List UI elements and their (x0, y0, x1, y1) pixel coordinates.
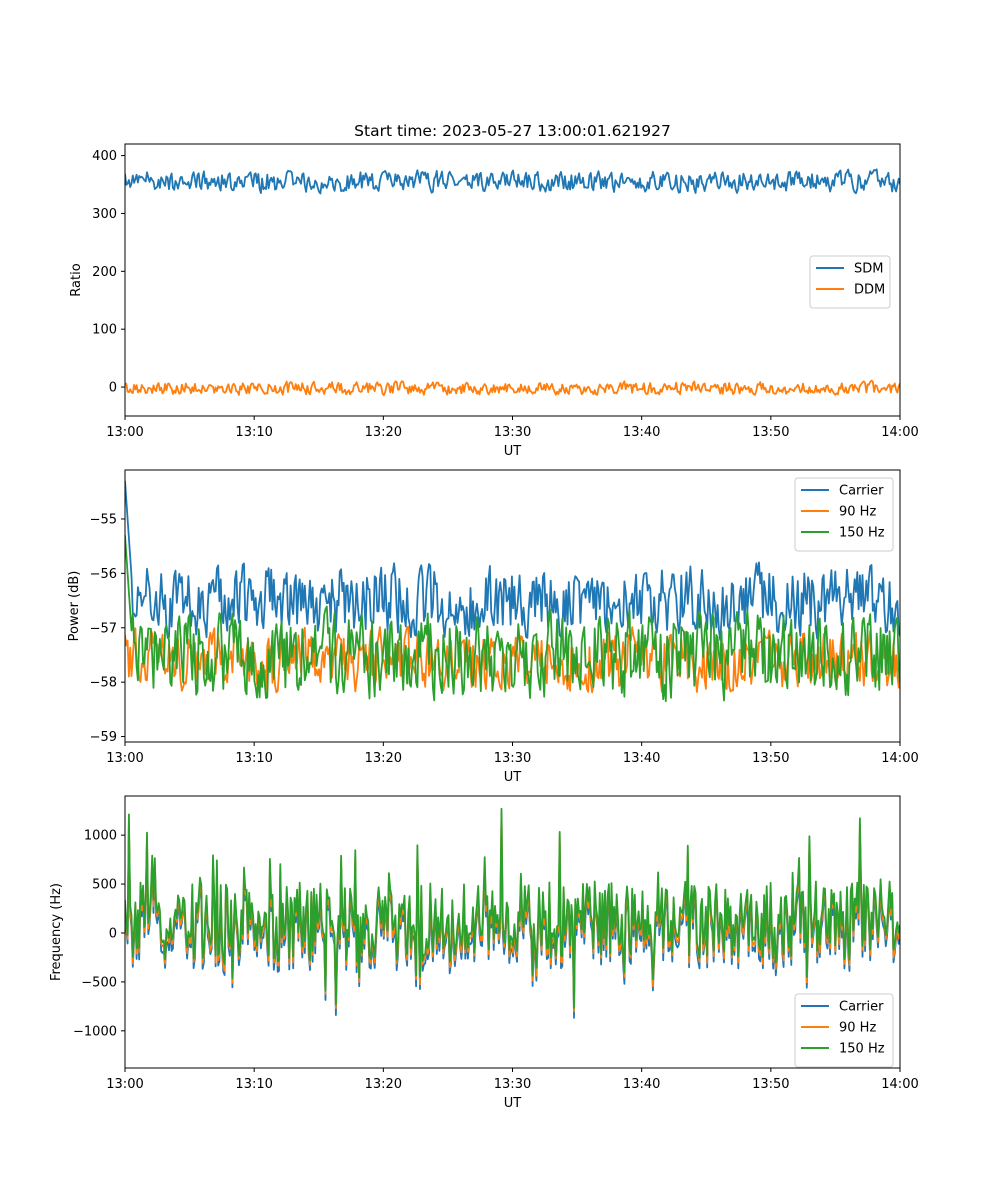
x-tick-label: 13:00 (106, 751, 143, 766)
x-tick-label: 13:00 (106, 425, 143, 440)
legend-label-150-hz: 150 Hz (839, 1042, 885, 1057)
x-tick-label: 13:20 (365, 1077, 402, 1092)
legend-label-150-hz: 150 Hz (839, 526, 885, 541)
y-tick-label: −57 (90, 621, 117, 636)
series-group (125, 807, 900, 1019)
y-tick-label: 1000 (84, 829, 117, 844)
y-tick-label: 500 (92, 878, 117, 893)
y-tick-label: 400 (92, 149, 117, 164)
x-tick-label: 13:50 (752, 751, 789, 766)
x-axis-label: UT (504, 1096, 522, 1111)
series-line-carrier (125, 480, 900, 641)
y-tick-label: 100 (92, 323, 117, 338)
series-line-ddm (125, 379, 900, 397)
legend: SDM DDM (809, 255, 891, 309)
panel-1: 13:00 13:10 13:20 13:30 13:40 13:50 14:00 UT 0 10… (69, 143, 919, 459)
y-tick-label: −59 (90, 730, 117, 745)
series-line-150-hz (125, 535, 900, 703)
panel-3: 13:00 13:10 13:20 13:30 13:40 13:50 14:00 UT 100… (49, 795, 919, 1111)
x-tick-label: 13:20 (365, 425, 402, 440)
y-tick-label: −58 (90, 676, 117, 691)
y-tick-label: 0 (109, 381, 117, 396)
x-tick-label: 13:20 (365, 751, 402, 766)
y-tick-label: −56 (90, 567, 117, 582)
series-line-150-hz (125, 807, 900, 1009)
legend-label-ddm: DDM (854, 283, 885, 298)
series-group (125, 168, 900, 397)
y-axis-label: Frequency (Hz) (49, 883, 64, 981)
y-tick-label: 300 (92, 207, 117, 222)
x-tick-label: 13:30 (494, 425, 531, 440)
x-tick-label: 13:10 (235, 425, 272, 440)
x-tick-label: 13:30 (494, 1077, 531, 1092)
series-group (125, 480, 900, 703)
x-tick-label: 14:00 (881, 425, 918, 440)
legend-label-90-hz: 90 Hz (839, 1021, 876, 1036)
y-axis-label: Ratio (69, 263, 84, 296)
y-tick-label: 200 (92, 265, 117, 280)
y-axis-label: Power (dB) (67, 571, 82, 642)
x-tick-label: 13:40 (623, 425, 660, 440)
legend: Carrier 90 Hz 150 Hz (794, 477, 894, 552)
legend: Carrier 90 Hz 150 Hz (794, 993, 894, 1068)
x-tick-label: 13:00 (106, 1077, 143, 1092)
x-tick-label: 14:00 (881, 751, 918, 766)
panel-2: 13:00 13:10 13:20 13:30 13:40 13:50 14:00 UT −55… (67, 469, 919, 785)
series-line-sdm (125, 168, 900, 195)
y-tick-label: −500 (81, 975, 117, 990)
x-tick-label: 14:00 (881, 1077, 918, 1092)
x-tick-label: 13:40 (623, 1077, 660, 1092)
legend-label-sdm: SDM (854, 262, 883, 277)
panels: 13:00 13:10 13:20 13:30 13:40 13:50 14:00 UT 0 10… (49, 143, 919, 1111)
legend-label-carrier: Carrier (839, 1000, 884, 1015)
x-tick-label: 13:30 (494, 751, 531, 766)
legend-label-90-hz: 90 Hz (839, 505, 876, 520)
x-tick-label: 13:10 (235, 1077, 272, 1092)
x-tick-label: 13:50 (752, 425, 789, 440)
x-tick-label: 13:40 (623, 751, 660, 766)
legend-label-carrier: Carrier (839, 484, 884, 499)
y-tick-label: −1000 (73, 1024, 117, 1039)
x-tick-label: 13:50 (752, 1077, 789, 1092)
figure-title: Start time: 2023-05-27 13:00:01.621927 (354, 122, 671, 140)
y-tick-label: −55 (90, 512, 117, 527)
x-axis-label: UT (504, 444, 522, 459)
x-axis-label: UT (504, 770, 522, 785)
x-tick-label: 13:10 (235, 751, 272, 766)
y-tick-label: 0 (109, 926, 117, 941)
